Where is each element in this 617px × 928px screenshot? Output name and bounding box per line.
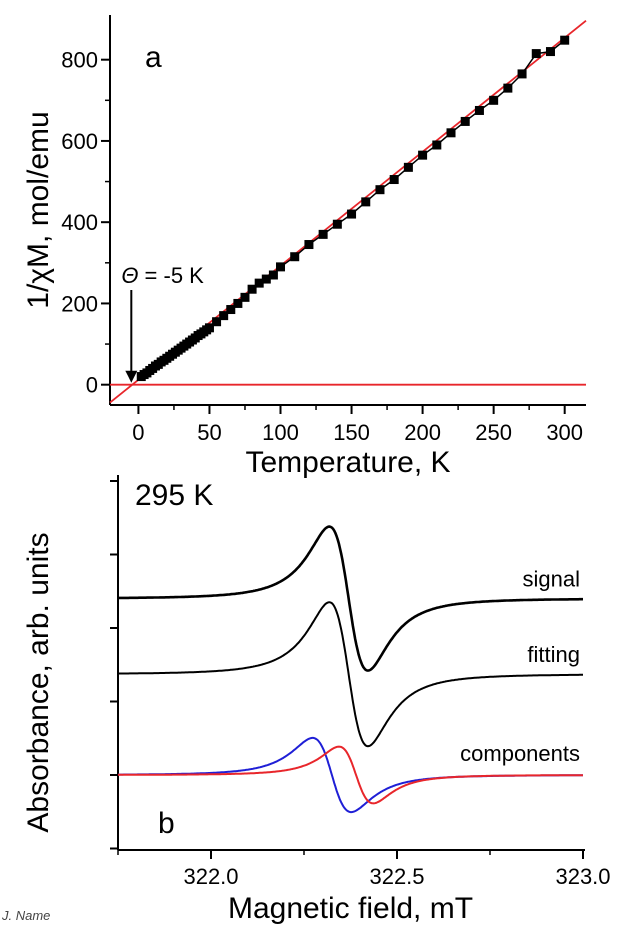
y-tick-label: 400: [61, 210, 98, 235]
spectrum-fitting: [118, 601, 583, 748]
data-point: [240, 292, 250, 302]
theta-annotation: Θ = -5 K: [121, 263, 204, 288]
data-point: [545, 47, 555, 57]
data-point: [375, 185, 385, 195]
data-point: [247, 284, 257, 294]
x-tick-label: 250: [475, 420, 512, 445]
temperature-label: 295 K: [135, 479, 213, 512]
x-tick-label: 50: [197, 420, 221, 445]
y-axis-title: 1/χM, mol/emu: [22, 111, 55, 308]
data-point: [233, 298, 243, 308]
data-point: [361, 197, 371, 207]
series-label: fitting: [527, 642, 580, 667]
data-point: [318, 229, 328, 239]
y-tick-label: 200: [61, 291, 98, 316]
series-label: signal: [523, 567, 580, 592]
data-point: [389, 175, 399, 185]
theta-arrow-head: [125, 370, 138, 383]
x-axis-title: Magnetic field, mT: [228, 892, 473, 925]
x-tick-label: 322.0: [183, 864, 238, 889]
panel-a-chart: 0 50 100 150 200 250 300 0 200 400 600 800 Θ = -5 K a…: [22, 15, 587, 479]
data-point: [347, 209, 357, 219]
y-axis-title: Absorbance, arb. units: [22, 532, 55, 832]
data-point: [418, 150, 428, 160]
data-point: [204, 323, 214, 333]
spectrum-component: [118, 745, 583, 805]
data-point: [276, 262, 286, 272]
x-axis-title: Temperature, K: [245, 446, 450, 479]
data-point: [403, 162, 413, 172]
data-point: [560, 35, 570, 45]
x-tick-label: 323.0: [555, 864, 610, 889]
panel-b-chart: 322.0 322.5 323.0 signal fitting components 29…: [22, 475, 611, 925]
data-point: [531, 49, 541, 59]
y-tick-label: 800: [61, 48, 98, 73]
data-point: [446, 128, 456, 138]
spectrum-signal: [118, 525, 583, 672]
journal-footer: J. Name: [2, 908, 51, 923]
data-point: [432, 140, 442, 150]
data-point: [219, 311, 229, 321]
data-point: [474, 105, 484, 115]
data-point: [212, 317, 222, 327]
data-point: [332, 219, 342, 229]
data-point: [503, 83, 513, 93]
series-label: components: [460, 741, 580, 766]
data-point: [304, 240, 314, 250]
data-point: [254, 278, 264, 288]
x-tick-label: 300: [546, 420, 583, 445]
data-point: [489, 95, 499, 105]
y-tick-label: 600: [61, 129, 98, 154]
panel-label-b: b: [158, 807, 175, 840]
panel-label-a: a: [145, 41, 162, 74]
x-tick-label: 100: [262, 420, 299, 445]
data-point: [517, 69, 527, 79]
y-tick-label: 0: [86, 373, 98, 398]
data-point: [460, 116, 470, 126]
x-tick-label: 150: [333, 420, 370, 445]
x-tick-label: 0: [132, 420, 144, 445]
x-tick-label: 200: [404, 420, 441, 445]
data-point: [226, 305, 236, 315]
data-point: [290, 252, 300, 262]
x-tick-label: 322.5: [369, 864, 424, 889]
data-point: [268, 270, 278, 280]
data-point: [261, 274, 271, 284]
